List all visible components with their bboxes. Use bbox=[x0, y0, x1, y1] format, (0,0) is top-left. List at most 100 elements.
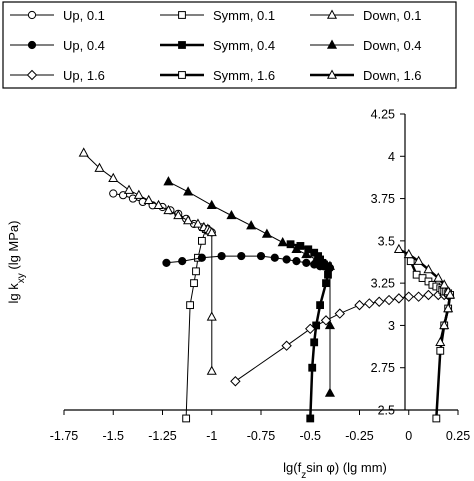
data-point bbox=[432, 414, 441, 423]
data-point bbox=[310, 338, 319, 347]
data-point bbox=[198, 236, 206, 245]
legend-marker bbox=[326, 69, 338, 79]
legend-item: Up, 0.1 bbox=[10, 8, 105, 23]
data-point bbox=[178, 257, 187, 266]
legend-item: Down, 0.4 bbox=[310, 38, 422, 53]
data-point bbox=[226, 209, 237, 220]
series-layer bbox=[78, 147, 456, 423]
y-tick-label: 3.75 bbox=[371, 192, 395, 206]
legend-marker bbox=[178, 71, 186, 79]
data-point bbox=[197, 253, 206, 262]
series-symm-1-6 bbox=[406, 257, 455, 423]
y-tick-label: 3.25 bbox=[371, 277, 395, 291]
data-point bbox=[436, 346, 445, 355]
data-point bbox=[324, 270, 332, 279]
data-point bbox=[94, 162, 105, 172]
data-point bbox=[133, 189, 144, 199]
legend-item: Symm, 0.4 bbox=[160, 38, 275, 53]
legend-marker bbox=[178, 41, 186, 49]
data-point bbox=[423, 264, 434, 274]
y-tick-label: 2.75 bbox=[371, 361, 395, 375]
data-point bbox=[383, 294, 395, 306]
data-point bbox=[206, 226, 217, 237]
legend-item: Down, 1.6 bbox=[310, 68, 422, 83]
data-point bbox=[322, 279, 330, 288]
data-point bbox=[277, 237, 288, 247]
data-point bbox=[311, 253, 322, 264]
legend-label: Up, 1.6 bbox=[63, 68, 105, 83]
x-tick-label: -1.25 bbox=[148, 429, 177, 443]
legend-label: Down, 0.1 bbox=[363, 8, 422, 23]
y-tick-label: 4 bbox=[388, 150, 395, 164]
legend-marker bbox=[27, 10, 37, 20]
x-tick-label: -0.75 bbox=[247, 429, 276, 443]
data-point bbox=[364, 298, 375, 309]
data-point bbox=[334, 308, 346, 319]
legend-label: Symm, 0.4 bbox=[213, 38, 275, 53]
y-tick-label: 4.25 bbox=[371, 108, 395, 122]
data-point bbox=[230, 376, 241, 387]
series-line bbox=[83, 152, 213, 372]
legend-item: Down, 0.1 bbox=[310, 8, 422, 23]
data-point bbox=[324, 260, 335, 270]
data-point bbox=[433, 272, 444, 282]
plot-area bbox=[78, 147, 456, 423]
data-point bbox=[423, 289, 434, 301]
data-point bbox=[443, 302, 454, 313]
x-tick-label: -1.5 bbox=[102, 429, 124, 443]
data-point bbox=[190, 279, 198, 288]
data-point bbox=[413, 255, 424, 265]
data-point bbox=[206, 199, 217, 210]
data-point bbox=[305, 323, 316, 335]
data-point bbox=[109, 189, 118, 198]
y-tick-label: 3 bbox=[388, 319, 395, 333]
legend-label: Symm, 0.1 bbox=[213, 8, 275, 23]
data-point bbox=[435, 336, 446, 347]
x-tick-label: 0.25 bbox=[446, 429, 470, 443]
legend-item: Symm, 0.1 bbox=[160, 8, 275, 23]
series-up-0-1 bbox=[109, 189, 216, 237]
data-point bbox=[354, 299, 365, 311]
data-point bbox=[163, 204, 174, 215]
legend-label: Down, 1.6 bbox=[363, 68, 422, 83]
legend: Up, 0.1 Up, 0.4 Up, 1.6 Symm, 0.1 Symm, 0.4 S… bbox=[2, 1, 457, 89]
data-point bbox=[246, 220, 257, 230]
data-point bbox=[439, 279, 450, 289]
data-point bbox=[308, 363, 317, 372]
axes: -1.75 -1.5 -1.25 -1 -0.75 -0.5 -0.25 0 0.25 2.5 2.… bbox=[50, 108, 470, 444]
data-point bbox=[123, 184, 135, 194]
data-point bbox=[217, 251, 226, 261]
legend-marker bbox=[26, 69, 38, 81]
data-point bbox=[301, 248, 312, 259]
legend-marker bbox=[178, 11, 186, 19]
legend-label: Up, 0.1 bbox=[63, 8, 105, 23]
legend-label: Down, 0.4 bbox=[363, 38, 422, 53]
data-point bbox=[320, 315, 332, 326]
series-down-0-4 bbox=[163, 176, 335, 397]
data-point bbox=[206, 311, 217, 321]
data-point bbox=[143, 194, 154, 204]
data-point bbox=[183, 186, 194, 196]
data-point bbox=[281, 340, 292, 351]
series-down-0-1 bbox=[78, 147, 217, 375]
x-tick-label: -0.5 bbox=[299, 429, 321, 443]
data-point bbox=[192, 267, 200, 276]
y-tick-label: 2.5 bbox=[378, 404, 395, 418]
data-point bbox=[292, 257, 301, 266]
y-tick-label: 3.5 bbox=[378, 234, 395, 248]
data-point bbox=[153, 199, 164, 210]
x-tick-label: -0.25 bbox=[345, 429, 374, 443]
series-symm-0-1 bbox=[182, 225, 210, 423]
series-down-1-6 bbox=[393, 243, 456, 347]
data-point bbox=[403, 248, 414, 259]
series-up-1-6 bbox=[230, 289, 454, 387]
legend-marker bbox=[326, 39, 338, 49]
legend-marker bbox=[27, 40, 37, 50]
data-point bbox=[162, 258, 171, 267]
legend-box bbox=[2, 1, 457, 89]
data-point bbox=[445, 289, 456, 299]
data-point bbox=[108, 172, 119, 182]
x-axis-title: lg(fzsin φ) (lg mm) bbox=[283, 460, 387, 481]
data-point bbox=[183, 215, 194, 225]
